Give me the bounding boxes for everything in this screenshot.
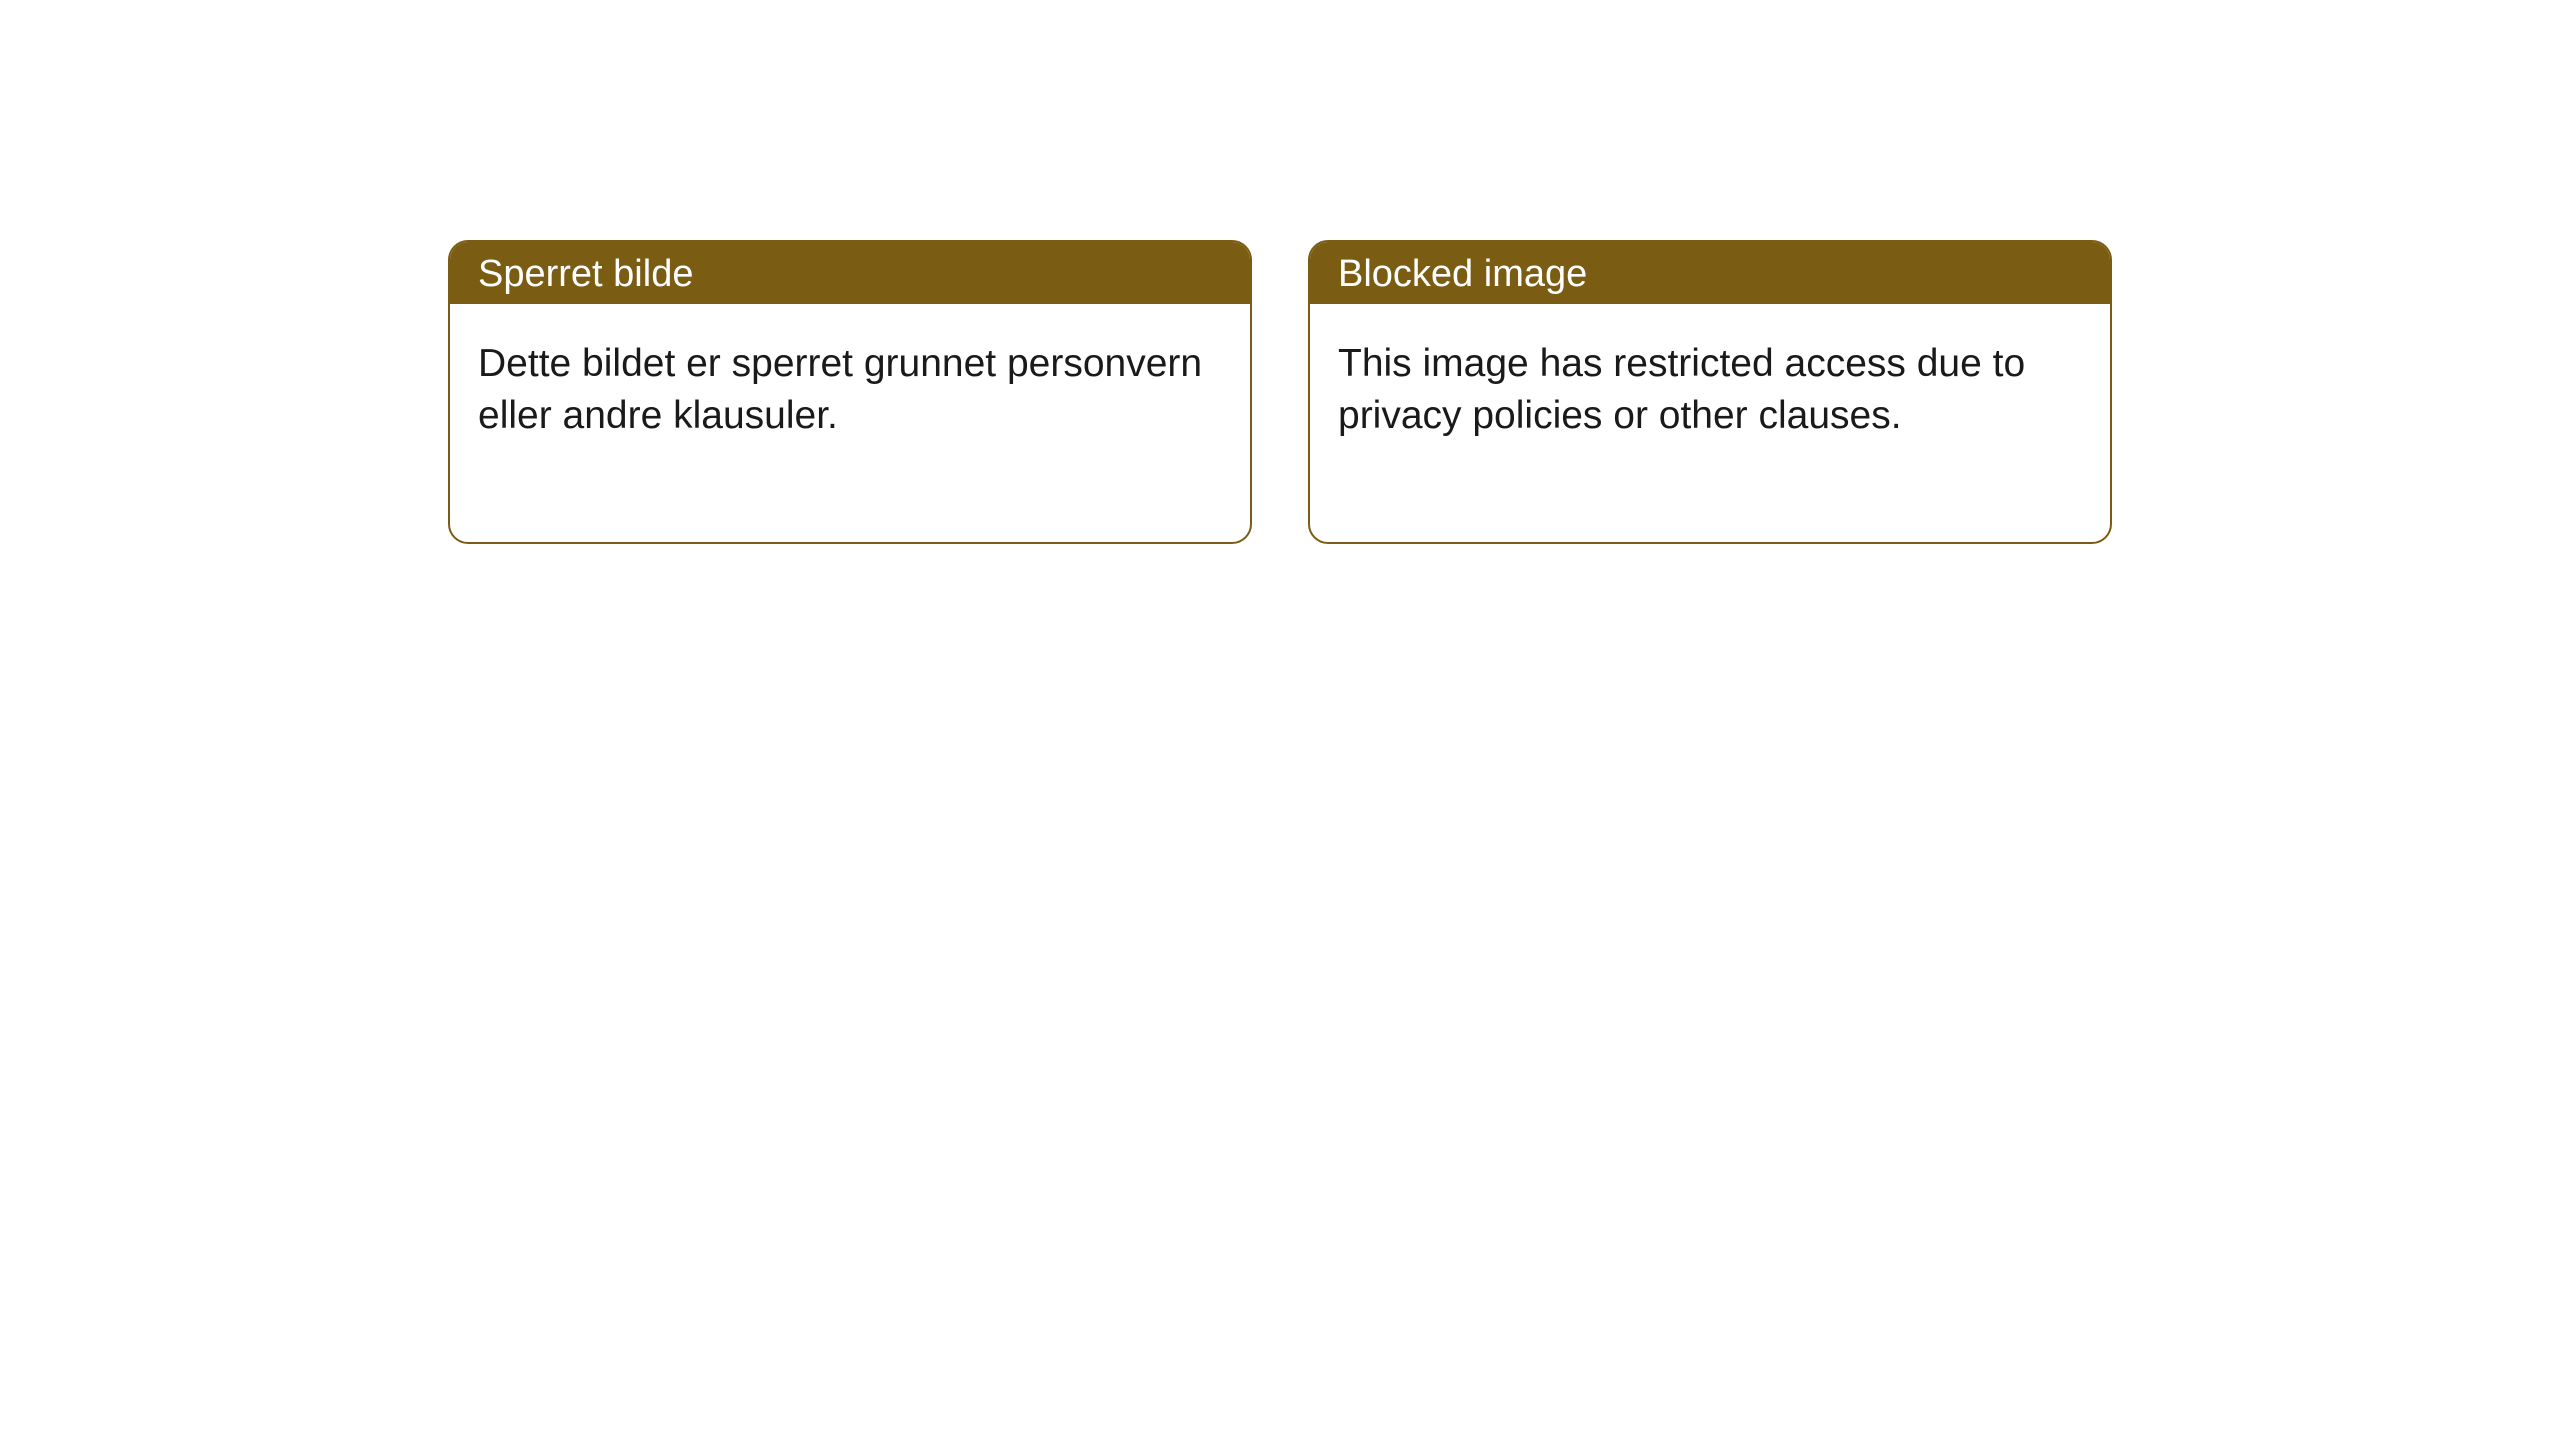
card-english: Blocked image This image has restricted … — [1308, 240, 2112, 544]
card-header-english: Blocked image — [1310, 242, 2110, 304]
card-text-english: This image has restricted access due to … — [1338, 342, 2025, 437]
card-body-norwegian: Dette bildet er sperret grunnet personve… — [450, 304, 1250, 542]
card-norwegian: Sperret bilde Dette bildet er sperret gr… — [448, 240, 1252, 544]
card-text-norwegian: Dette bildet er sperret grunnet personve… — [478, 342, 1202, 437]
card-body-english: This image has restricted access due to … — [1310, 304, 2110, 542]
cards-container: Sperret bilde Dette bildet er sperret gr… — [448, 240, 2112, 544]
card-header-norwegian: Sperret bilde — [450, 242, 1250, 304]
card-title-english: Blocked image — [1338, 253, 1587, 295]
card-title-norwegian: Sperret bilde — [478, 253, 693, 295]
